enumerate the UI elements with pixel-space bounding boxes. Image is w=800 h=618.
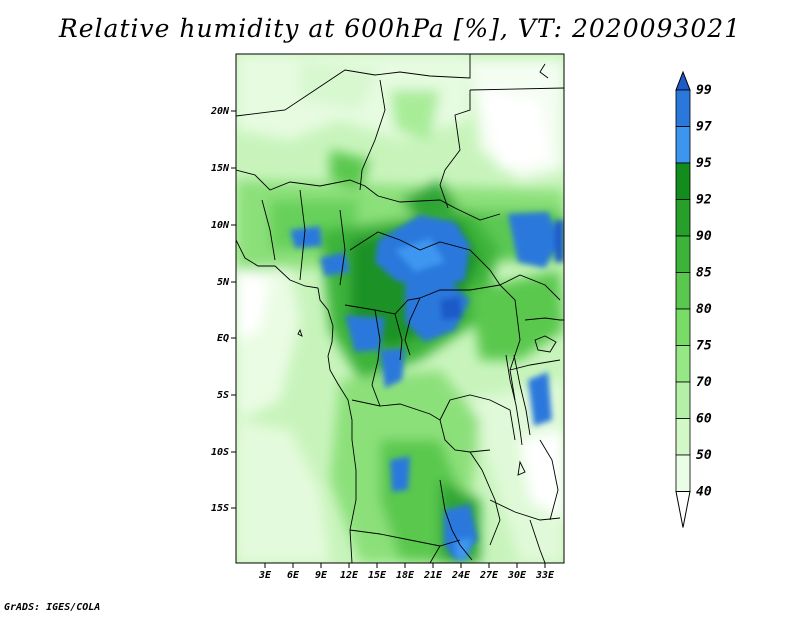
lon-label: 30E xyxy=(507,570,527,581)
colorbar-swatch xyxy=(675,454,691,492)
colorbar-top-arrow xyxy=(675,70,691,91)
longitude-labels: 3E 6E 9E 12E 15E 18E 21E 24E 27E 30E 33E xyxy=(258,570,555,581)
colorbar-swatch xyxy=(675,308,691,346)
colorbar-label: 95 xyxy=(696,156,712,171)
colorbar-swatch xyxy=(675,199,691,237)
colorbar-swatch xyxy=(675,162,691,200)
lon-label: 21E xyxy=(423,570,443,581)
colorbar-swatch xyxy=(675,89,691,127)
lat-label: 20N xyxy=(210,106,230,117)
lon-label: 6E xyxy=(287,570,300,581)
country-borders xyxy=(236,54,564,563)
lat-label: 15S xyxy=(211,503,229,514)
lon-label: 9E xyxy=(315,570,328,581)
colorbar-label: 80 xyxy=(696,302,712,317)
lat-label: 10S xyxy=(211,447,229,458)
colorbar-swatch xyxy=(675,272,691,310)
colorbar-swatch xyxy=(675,418,691,456)
lat-label: EQ xyxy=(217,333,229,344)
lat-label: 5N xyxy=(217,277,230,288)
lon-label: 24E xyxy=(451,570,471,581)
latitude-labels: 20N 15N 10N 5N EQ 5S 10S 15S xyxy=(210,106,230,514)
colorbar-label: 99 xyxy=(696,83,712,98)
lon-label: 33E xyxy=(535,570,555,581)
chart-title: Relative humidity at 600hPa [%], VT: 202… xyxy=(58,14,742,43)
colorbar-bottom-arrow xyxy=(675,491,691,528)
colorbar: 40 50 60 70 75 80 85 90 92 95 97 99 xyxy=(675,70,712,528)
colorbar-label: 85 xyxy=(696,266,712,281)
lon-label: 27E xyxy=(479,570,499,581)
colorbar-swatch xyxy=(675,345,691,383)
colorbar-label: 60 xyxy=(696,412,712,427)
colorbar-label: 40 xyxy=(696,485,712,500)
axis-ticks xyxy=(231,110,546,568)
lon-label: 15E xyxy=(368,570,387,581)
lat-label: 10N xyxy=(211,220,230,231)
colorbar-swatch xyxy=(675,235,691,273)
colorbar-label: 92 xyxy=(696,193,712,208)
colorbar-label: 75 xyxy=(696,339,712,354)
colorbar-swatch xyxy=(675,126,691,164)
colorbar-swatch xyxy=(675,381,691,419)
lat-label: 5S xyxy=(217,390,229,401)
grads-credit: GrADS: IGES/COLA xyxy=(4,602,101,613)
colorbar-labels: 40 50 60 70 75 80 85 90 92 95 97 99 xyxy=(696,83,712,500)
colorbar-swatches xyxy=(675,70,691,528)
colorbar-label: 50 xyxy=(696,448,712,463)
colorbar-label: 70 xyxy=(696,375,712,390)
lon-label: 12E xyxy=(340,570,359,581)
lon-label: 18E xyxy=(396,570,415,581)
colorbar-label: 90 xyxy=(696,229,712,244)
lon-label: 3E xyxy=(258,570,272,581)
lat-label: 15N xyxy=(211,163,230,174)
colorbar-label: 97 xyxy=(696,120,712,135)
map-frame xyxy=(235,53,565,564)
